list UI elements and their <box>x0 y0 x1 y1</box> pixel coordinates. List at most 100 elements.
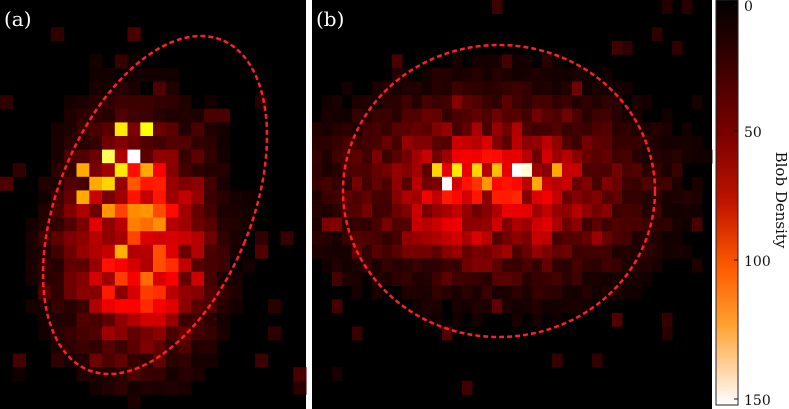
heatmap-cell <box>562 272 573 286</box>
heatmap-cell <box>432 95 443 110</box>
heatmap-cell <box>482 299 493 314</box>
heatmap-cell <box>332 244 343 259</box>
heatmap-cell <box>552 312 563 327</box>
heatmap-cell <box>242 204 256 218</box>
heatmap-cell <box>422 312 433 327</box>
heatmap-cell <box>682 0 693 14</box>
heatmap-cell <box>602 190 613 205</box>
heatmap-cell <box>255 231 269 246</box>
heatmap-cell <box>652 231 663 246</box>
heatmap-cell <box>522 244 533 259</box>
heatmap-cell <box>165 353 179 368</box>
heatmap-cell <box>582 108 593 123</box>
heatmap-cell <box>612 81 623 96</box>
heatmap-cell <box>352 326 363 341</box>
heatmap-cell <box>662 190 673 205</box>
heatmap-cell <box>51 272 65 286</box>
heatmap-cell <box>114 353 128 368</box>
heatmap-cell <box>362 176 373 191</box>
heatmap-cell <box>512 68 523 82</box>
heatmap-cell <box>582 122 593 137</box>
heatmap-cell <box>255 95 269 110</box>
heatmap-cell <box>332 190 343 205</box>
heatmap-cell <box>442 149 453 164</box>
heatmap-cell <box>582 285 593 300</box>
heatmap-cell <box>372 244 383 259</box>
heatmap-cell <box>127 367 141 382</box>
heatmap-cell <box>542 68 553 82</box>
heatmap-cell <box>552 353 563 368</box>
heatmap-cell <box>472 95 483 110</box>
heatmap-cell <box>63 122 77 137</box>
heatmap-cell <box>412 95 423 110</box>
heatmap-cell <box>412 299 423 314</box>
heatmap-cell <box>76 190 90 205</box>
heatmap-cell <box>452 149 463 164</box>
heatmap-cell <box>532 108 543 123</box>
heatmap-cell <box>692 136 703 150</box>
heatmap-cell <box>522 285 533 300</box>
heatmap-cell <box>462 108 473 123</box>
heatmap-cell <box>522 136 533 150</box>
heatmap-cell <box>632 108 643 123</box>
heatmap-cell <box>178 258 192 273</box>
heatmap-cell <box>632 163 643 178</box>
heatmap-cell <box>165 176 179 191</box>
heatmap-cell <box>392 244 403 259</box>
heatmap-cell <box>512 149 523 164</box>
heatmap-cell <box>342 108 353 123</box>
heatmap-cell <box>165 163 179 178</box>
heatmap-cell <box>662 136 673 150</box>
heatmap-cell <box>153 299 167 314</box>
heatmap-cell <box>462 136 473 150</box>
colorbar-title: Blob Density <box>772 152 789 249</box>
heatmap-cell <box>642 244 653 259</box>
heatmap-cell <box>582 163 593 178</box>
heatmap-cell <box>482 149 493 164</box>
heatmap-cell <box>153 340 167 354</box>
heatmap-cell <box>153 149 167 164</box>
heatmap-cell <box>542 136 553 150</box>
heatmap-cell <box>532 244 543 259</box>
heatmap-cell <box>216 217 230 232</box>
heatmap-cell <box>51 231 65 246</box>
heatmap-cell <box>392 108 403 123</box>
heatmap-cell <box>622 163 633 178</box>
heatmap-cell <box>472 204 483 218</box>
heatmap-cell <box>216 272 230 286</box>
heatmap-cell <box>342 149 353 164</box>
heatmap-cell <box>140 204 154 218</box>
heatmap-cell <box>51 353 65 368</box>
heatmap-cell <box>322 217 333 232</box>
heatmap-cell <box>102 204 116 218</box>
heatmap-cell <box>452 136 463 150</box>
heatmap-cell <box>76 95 90 110</box>
heatmap-cell <box>532 136 543 150</box>
heatmap-cell <box>472 149 483 164</box>
heatmap-cell <box>216 326 230 341</box>
heatmap-cell <box>267 299 281 314</box>
colorbar-tick-label: 0 <box>744 0 753 15</box>
heatmap-cell <box>562 204 573 218</box>
heatmap-cell <box>442 258 453 273</box>
heatmap-cell <box>672 231 683 246</box>
heatmap-cell <box>572 244 583 259</box>
heatmap-cell <box>592 353 603 368</box>
heatmap-cell <box>452 54 463 69</box>
heatmap-cell <box>462 231 473 246</box>
heatmap-cell <box>572 81 583 96</box>
heatmap-cell <box>602 163 613 178</box>
heatmap-cell <box>472 190 483 205</box>
heatmap-cell <box>89 326 103 341</box>
heatmap-cell <box>63 231 77 246</box>
heatmap-cell <box>492 176 503 191</box>
heatmap-cell <box>452 95 463 110</box>
heatmap-cell <box>204 312 218 327</box>
heatmap-cell <box>63 190 77 205</box>
heatmap-cell <box>127 299 141 314</box>
heatmap-cell <box>612 272 623 286</box>
heatmap-cell <box>532 217 543 232</box>
heatmap-cell <box>412 231 423 246</box>
heatmap-cell <box>552 149 563 164</box>
